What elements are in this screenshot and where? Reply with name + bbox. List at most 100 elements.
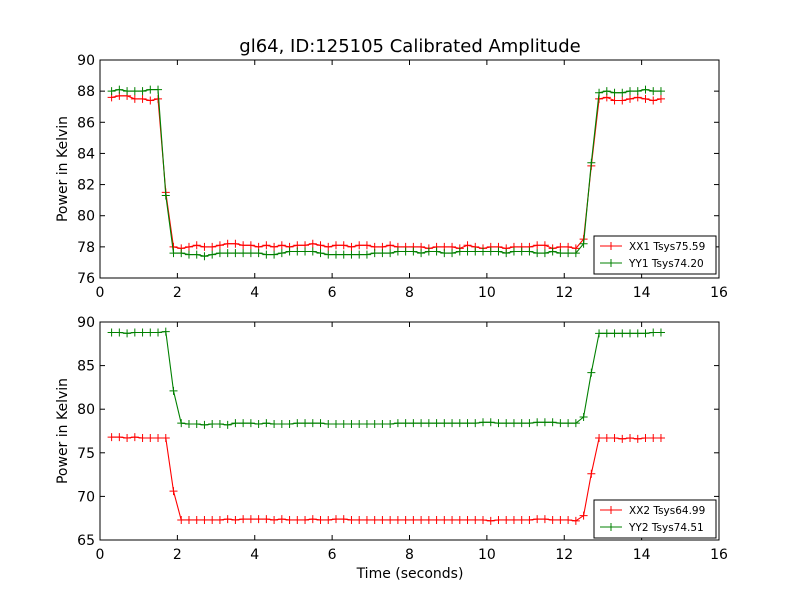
chart-bottom-data-point (502, 419, 511, 428)
chart-bottom-data-point (231, 419, 240, 428)
chart-top-data-point (440, 249, 449, 258)
chart-bottom-data-point (556, 419, 565, 428)
chart-top-data-point (579, 239, 588, 248)
chart-bottom-data-point (463, 515, 472, 524)
chart-top-data-point (618, 88, 627, 97)
chart-bottom-frame (99, 321, 720, 541)
chart-bottom-data-point (184, 515, 193, 524)
chart-bottom-data-point (200, 515, 209, 524)
chart-top-y-tick-label: 80 (77, 209, 95, 225)
chart-top-data-point (301, 247, 310, 256)
chart-bottom-data-point (502, 515, 511, 524)
chart-top-data-point (610, 96, 619, 105)
chart-top-data-point (277, 249, 286, 258)
chart-bottom-data-point (138, 433, 147, 442)
chart-bottom-data-point (270, 515, 279, 524)
chart-top-data-point (146, 96, 155, 105)
chart-top-data-point (208, 250, 217, 259)
chart-bottom-data-point (595, 329, 604, 338)
chart-top-data-point (339, 250, 348, 259)
chart-top-legend-label: XX1 Tsys75.59 (629, 241, 705, 253)
chart-top-y-tick-label: 78 (77, 240, 95, 256)
chart-bottom-data-point (378, 420, 387, 429)
chart-bottom-data-point (440, 419, 449, 428)
chart-bottom-data-point (138, 328, 147, 337)
chart-top-x-tick-label: 10 (478, 285, 496, 301)
chart-top-data-point (533, 241, 542, 250)
chart-top-data-point (308, 239, 317, 248)
chart-bottom-data-point (486, 516, 495, 525)
chart-bottom-data-point (409, 419, 418, 428)
chart-bottom-y-tick-label: 65 (77, 533, 95, 549)
chart-bottom-data-point (564, 419, 573, 428)
chart-bottom-data-point (494, 515, 503, 524)
chart-top-data-point (130, 94, 139, 103)
chart-top-data-point (602, 87, 611, 96)
chart-bottom-data-point (246, 515, 255, 524)
chart-bottom-data-point (115, 433, 124, 442)
chart-top-legend-label: YY1 Tsys74.20 (628, 258, 704, 270)
chart-bottom-data-point (571, 516, 580, 525)
chart-bottom-data-point (331, 515, 340, 524)
chart-top-data-point (656, 94, 665, 103)
chart-top-data-point (633, 87, 642, 96)
chart-bottom-data-point (517, 419, 526, 428)
chart-bottom-data-point (455, 419, 464, 428)
chart-top-data-point (656, 87, 665, 96)
chart-top-data-point (316, 249, 325, 258)
chart-top-data-point (618, 96, 627, 105)
chart-top-data-point (154, 85, 163, 94)
chart-top-data-point (540, 249, 549, 258)
chart-top-data-point (393, 247, 402, 256)
chart-bottom-data-point (386, 420, 395, 429)
chart-bottom-data-point (301, 515, 310, 524)
chart-top-data-point (556, 249, 565, 258)
chart-bottom-data-point (262, 419, 271, 428)
chart-top-data-point (215, 241, 224, 250)
chart-top-y-tick-label: 88 (77, 84, 95, 100)
chart-top-x-tick-label: 14 (633, 285, 651, 301)
chart-bottom-data-point (316, 515, 325, 524)
chart-bottom-data-point (432, 419, 441, 428)
chart-bottom-data-point (540, 418, 549, 427)
chart-top-data-point (138, 94, 147, 103)
chart-bottom-data-point (656, 328, 665, 337)
chart-bottom-data-point (308, 419, 317, 428)
chart-top-data-point (107, 87, 116, 96)
chart-bottom-data-point (448, 419, 457, 428)
chart-top-data-point (123, 87, 132, 96)
chart-bottom-data-point (184, 420, 193, 429)
chart-top-data-point (587, 158, 596, 167)
chart-bottom-legend: XX2 Tsys64.99 YY2 Tsys74.51 (593, 499, 717, 539)
chart-top-data-point (138, 87, 147, 96)
chart-bottom-x-tick-label: 14 (633, 547, 651, 563)
chart-bottom-data-point (463, 419, 472, 428)
chart-bottom-data-point (378, 515, 387, 524)
chart-top-data-point (239, 241, 248, 250)
chart-bottom-data-point (123, 433, 132, 442)
chart-top-data-point (455, 247, 464, 256)
chart-bottom: Power in Kelvin Time (seconds) 0 2 4 6 8 10 12… (55, 315, 728, 582)
chart-bottom-data-point (130, 433, 139, 442)
chart-top-data-point (362, 241, 371, 250)
chart-bottom-y-tick-label: 90 (77, 315, 95, 331)
chart-top-data-point (246, 241, 255, 250)
chart-bottom-data-point (509, 515, 518, 524)
chart-bottom-legend-box (593, 499, 717, 539)
chart-bottom-data-point (362, 515, 371, 524)
chart-bottom-data-point (479, 515, 488, 524)
chart-top-data-point (517, 247, 526, 256)
chart-bottom-data-point (239, 515, 248, 524)
chart-top-data-point (347, 242, 356, 251)
chart-top-x-tick-label: 2 (173, 285, 182, 301)
chart-top-series (107, 85, 665, 261)
chart-top-ticks: 0 2 4 6 8 10 12 14 16 76 78 80 82 84 86 88 90 (77, 53, 728, 301)
chart-bottom-data-point (362, 420, 371, 429)
chart-top-data-point (401, 247, 410, 256)
chart-top-data-point (370, 249, 379, 258)
chart-top-x-tick-label: 16 (710, 285, 728, 301)
chart-top-data-point (231, 239, 240, 248)
chart-bottom-data-point (417, 515, 426, 524)
